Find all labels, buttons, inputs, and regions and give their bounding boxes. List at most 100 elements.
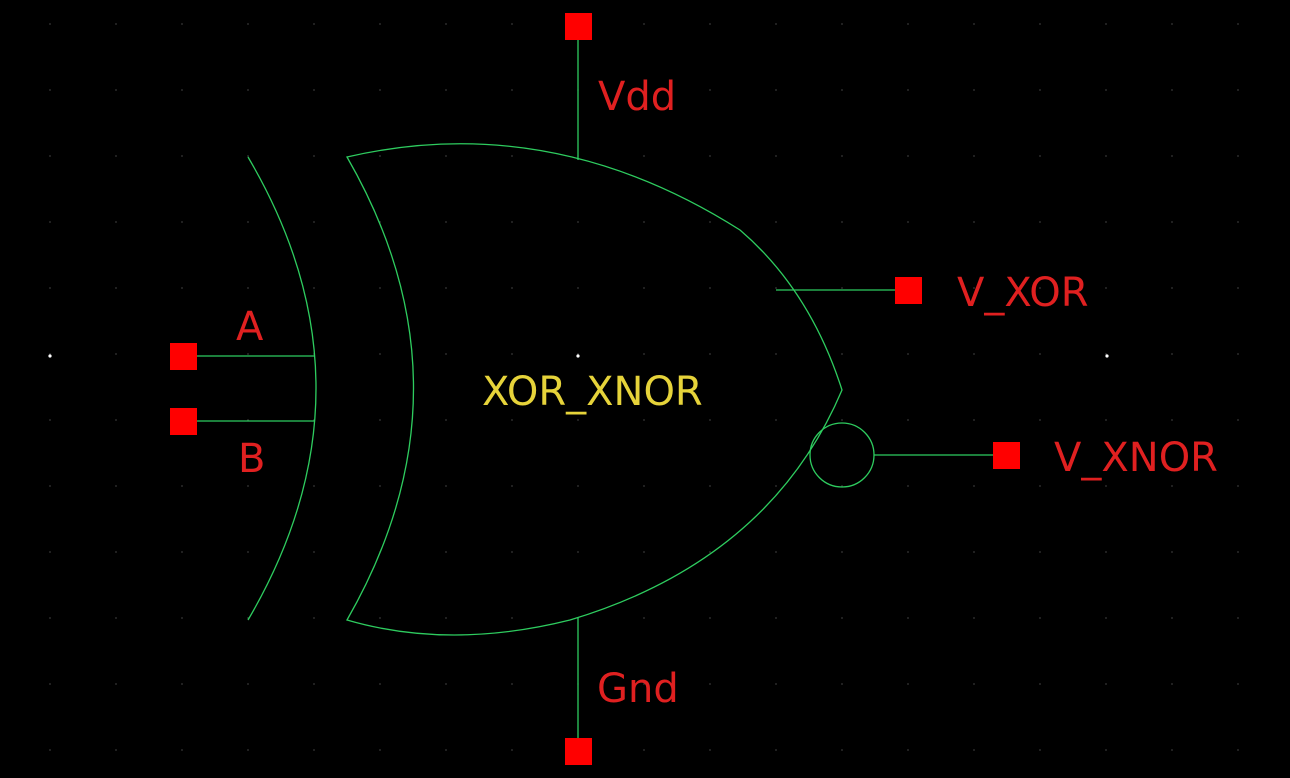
- grid-dot: [775, 419, 777, 421]
- grid-dot: [49, 617, 51, 619]
- grid-dot: [907, 419, 909, 421]
- grid-dot: [247, 419, 249, 421]
- grid-dot: [775, 551, 777, 553]
- grid-dot: [379, 155, 381, 157]
- grid-dot: [1237, 23, 1239, 25]
- cell-name-label: XOR_XNOR: [482, 369, 703, 415]
- grid-dot: [973, 353, 975, 355]
- grid-dot: [709, 749, 711, 751]
- grid-dot: [1105, 155, 1107, 157]
- right-bound-marker: [1105, 354, 1109, 358]
- grid-dot: [445, 155, 447, 157]
- grid-dot: [115, 23, 117, 25]
- grid-dot: [247, 485, 249, 487]
- grid-dot: [973, 617, 975, 619]
- grid-dot: [49, 23, 51, 25]
- grid-dot: [1171, 155, 1173, 157]
- grid-dot: [973, 419, 975, 421]
- grid-dot: [379, 617, 381, 619]
- grid-dot: [511, 287, 513, 289]
- grid-dot: [445, 551, 447, 553]
- v-xnor-label: V_XNOR: [1054, 435, 1218, 481]
- grid-dot: [1237, 155, 1239, 157]
- grid-dot: [247, 353, 249, 355]
- grid-dot: [775, 617, 777, 619]
- v-xor-pin[interactable]: [895, 277, 922, 304]
- grid-dot: [973, 683, 975, 685]
- grid-dot: [973, 155, 975, 157]
- v-xnor-pin[interactable]: [993, 442, 1020, 469]
- grid-dot: [1171, 287, 1173, 289]
- grid-dot: [1171, 683, 1173, 685]
- grid-dot: [841, 89, 843, 91]
- grid-dot: [907, 155, 909, 157]
- gate-body: [345, 143, 843, 636]
- left-bound-marker: [48, 354, 52, 358]
- grid-dot: [973, 89, 975, 91]
- grid-dot: [1105, 485, 1107, 487]
- grid-dot: [115, 89, 117, 91]
- gnd-pin[interactable]: [565, 738, 592, 765]
- grid-dot: [709, 23, 711, 25]
- grid-dot: [49, 89, 51, 91]
- grid-dot: [1039, 551, 1041, 553]
- grid-dot: [115, 551, 117, 553]
- grid-dot: [1039, 485, 1041, 487]
- grid-dot: [181, 221, 183, 223]
- grid-dot: [841, 353, 843, 355]
- grid-dot: [1171, 617, 1173, 619]
- grid-dot: [577, 221, 579, 223]
- grid-dot: [49, 551, 51, 553]
- b-pin[interactable]: [170, 408, 197, 435]
- grid-dot: [511, 749, 513, 751]
- grid-dot: [1039, 683, 1041, 685]
- grid-dot: [1237, 287, 1239, 289]
- grid-dot: [1105, 221, 1107, 223]
- grid-dot: [247, 287, 249, 289]
- grid-dot: [1171, 89, 1173, 91]
- grid-dot: [709, 353, 711, 355]
- grid-dot: [247, 683, 249, 685]
- grid-dot: [511, 353, 513, 355]
- grid-dot: [841, 551, 843, 553]
- grid-dot: [181, 89, 183, 91]
- grid-dot: [1039, 89, 1041, 91]
- grid-dot: [49, 353, 51, 355]
- grid-dot: [577, 419, 579, 421]
- a-pin[interactable]: [170, 343, 197, 370]
- grid-dot: [181, 683, 183, 685]
- grid-dot: [643, 617, 645, 619]
- grid-dot: [709, 287, 711, 289]
- grid-dot: [907, 749, 909, 751]
- grid-dot: [1105, 287, 1107, 289]
- grid-dot: [313, 89, 315, 91]
- grid-dot: [115, 485, 117, 487]
- grid-dot: [1105, 617, 1107, 619]
- grid-dot: [1237, 485, 1239, 487]
- grid-dot: [1039, 221, 1041, 223]
- grid-dot: [973, 23, 975, 25]
- grid-dot: [1105, 551, 1107, 553]
- grid-dot: [775, 155, 777, 157]
- grid-dot: [709, 221, 711, 223]
- grid-dot: [907, 617, 909, 619]
- grid-dot: [247, 749, 249, 751]
- grid-dot: [709, 617, 711, 619]
- grid-dot: [511, 551, 513, 553]
- grid-dot: [1171, 419, 1173, 421]
- grid-dot: [1039, 353, 1041, 355]
- grid-dot: [49, 155, 51, 157]
- grid-dot: [1237, 617, 1239, 619]
- grid-dot: [445, 419, 447, 421]
- grid-dot: [1237, 89, 1239, 91]
- grid-dot: [445, 485, 447, 487]
- grid-dot: [1039, 155, 1041, 157]
- grid-dot: [313, 155, 315, 157]
- grid-dot: [49, 683, 51, 685]
- grid-dot: [511, 683, 513, 685]
- vdd-pin[interactable]: [565, 13, 592, 40]
- grid-dot: [973, 485, 975, 487]
- grid-dot: [379, 353, 381, 355]
- grid-dot: [1105, 749, 1107, 751]
- xor-xnor-symbol[interactable]: Vdd Gnd A B V_XOR V_XNOR XOR_XNOR: [48, 13, 1218, 765]
